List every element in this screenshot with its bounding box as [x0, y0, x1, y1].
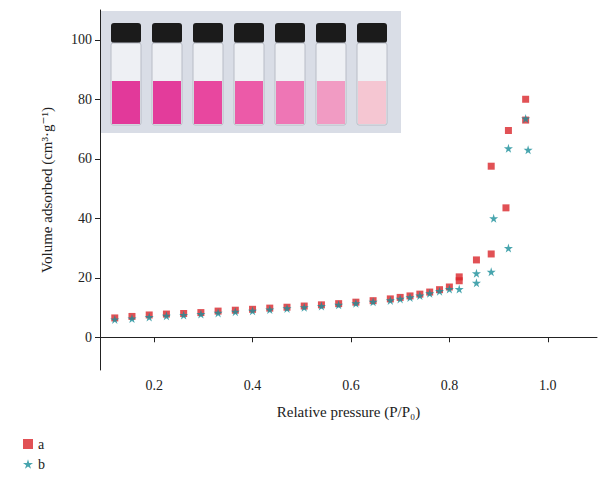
svg-text:Relative pressure (P/P₀): Relative pressure (P/P₀)	[277, 404, 421, 421]
svg-text:60: 60	[78, 151, 92, 166]
svg-text:0.2: 0.2	[145, 378, 163, 393]
svg-text:20: 20	[78, 270, 92, 285]
svg-text:b: b	[38, 457, 45, 472]
svg-text:1.0: 1.0	[539, 378, 557, 393]
svg-text:0.4: 0.4	[244, 378, 262, 393]
svg-text:0.8: 0.8	[441, 378, 459, 393]
svg-text:0.6: 0.6	[342, 378, 360, 393]
svg-text:80: 80	[78, 92, 92, 107]
svg-text:40: 40	[78, 211, 92, 226]
svg-text:0: 0	[85, 330, 92, 345]
svg-text:100: 100	[71, 32, 92, 47]
svg-text:a: a	[38, 437, 45, 452]
svg-text:Volume adsorbed (cm³·g⁻¹): Volume adsorbed (cm³·g⁻¹)	[39, 107, 56, 273]
